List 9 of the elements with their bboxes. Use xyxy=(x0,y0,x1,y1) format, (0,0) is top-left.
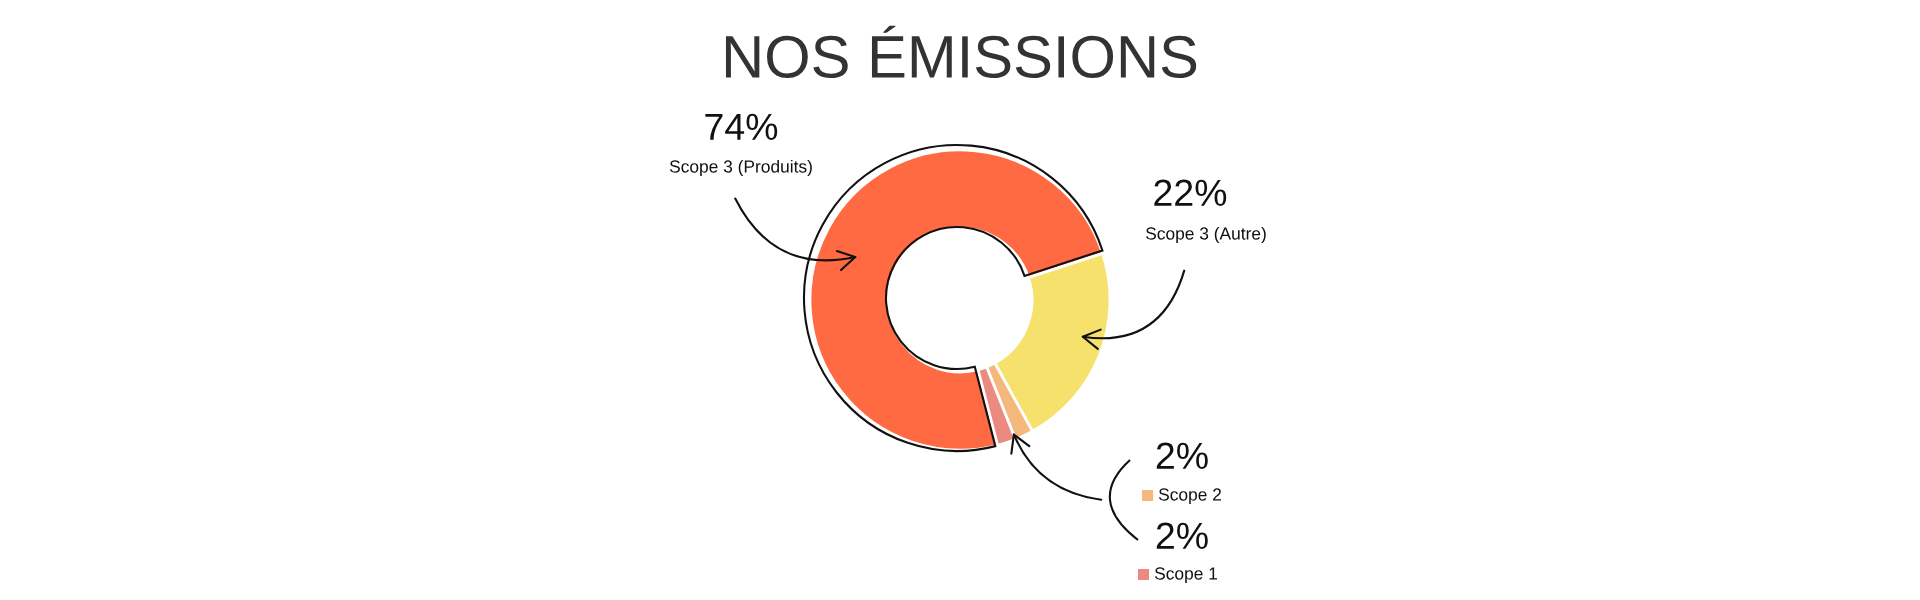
slice-label: Scope 3 (Produits) xyxy=(669,159,812,177)
data-label: 22% xyxy=(1154,179,1227,206)
data-label: 74% xyxy=(705,113,778,140)
chart-title: NOS ÉMISSIONS xyxy=(725,25,1197,79)
data-label: 2% xyxy=(1156,442,1208,469)
data-label: 2% xyxy=(1156,522,1208,549)
slice-label: Scope 3 (Autre) xyxy=(1146,226,1266,244)
legend-label: Scope 1 xyxy=(1154,567,1218,584)
legend-label: Scope 2 xyxy=(1158,488,1221,505)
